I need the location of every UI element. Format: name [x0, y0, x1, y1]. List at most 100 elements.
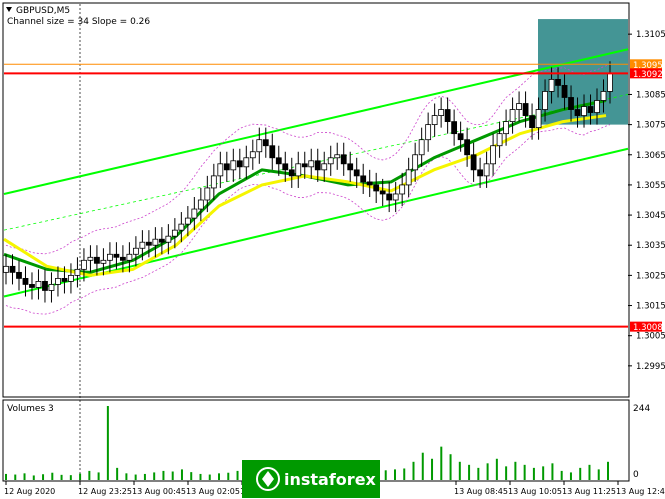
candle-bull: [87, 256, 94, 261]
candle-bull: [490, 145, 496, 165]
y-axis-tick-label: 1.3025: [636, 271, 665, 281]
candle-bull: [295, 163, 302, 177]
x-axis-tick-label: 12 Aug 2020: [4, 487, 55, 496]
candle-bear: [477, 169, 484, 177]
candle-bear: [94, 256, 100, 264]
y-axis-tick-label: 1.3105: [636, 30, 665, 40]
candle-bear: [282, 163, 289, 171]
candle-bull: [399, 184, 406, 195]
candle-bull: [594, 100, 600, 113]
candle-bear: [568, 97, 574, 110]
candle-bull: [35, 281, 42, 288]
candle-bull: [334, 154, 341, 159]
candle-bull: [139, 241, 146, 249]
candle-bear: [347, 163, 354, 171]
volume-ymax-label: 244: [633, 404, 650, 414]
price-tag-label: 1.3092: [633, 70, 663, 80]
candle-bear: [22, 277, 29, 285]
candle-bull: [217, 163, 224, 177]
candle-bear: [574, 109, 581, 116]
candle-bear: [373, 184, 380, 192]
candle-bull: [431, 115, 438, 126]
price-tag-label: 1.3095: [633, 61, 663, 71]
candle-bull: [256, 139, 263, 153]
candle-bear: [236, 160, 243, 168]
candle-bull: [405, 169, 412, 186]
candle-bull: [483, 163, 490, 177]
candle-bull: [581, 106, 587, 116]
x-axis-tick-label: 13 Aug 08:45: [454, 487, 508, 496]
candle-bull: [107, 253, 113, 261]
candle-bear: [61, 277, 68, 282]
candle-bull: [535, 109, 542, 129]
y-axis-tick-label: 1.2995: [636, 362, 665, 372]
instaforex-logo-icon: [256, 467, 280, 491]
bollinger-upper-line: [5, 63, 611, 255]
candle-bear: [353, 169, 360, 177]
candle-bear: [113, 253, 120, 258]
candle-bear: [561, 85, 568, 98]
candle-bear: [360, 175, 367, 183]
candle-bull: [496, 133, 503, 147]
candle-bear: [145, 241, 152, 246]
candle-bull: [152, 238, 159, 246]
candle-bear: [379, 190, 386, 195]
candle-bull: [81, 259, 87, 270]
candle-bull: [509, 109, 516, 122]
candle-bear: [457, 133, 464, 141]
price-tag: [630, 321, 662, 332]
watermark-text: instaforex: [284, 470, 377, 489]
candle-bull: [243, 157, 250, 168]
candle-bull: [165, 235, 172, 243]
candle-bear: [223, 163, 230, 171]
candle-bull: [542, 91, 548, 110]
candle-bear: [470, 154, 477, 171]
candle-bull: [600, 91, 607, 101]
x-axis-tick-label: 13 Aug 11:25: [562, 487, 616, 496]
candle-bear: [444, 109, 451, 122]
y-axis-tick-label: 1.3065: [636, 151, 665, 161]
candle-bull: [197, 199, 204, 210]
candle-bear: [42, 281, 48, 291]
candle-bear: [587, 106, 594, 113]
volume-label: Volumes 3: [7, 404, 54, 414]
candle-bull: [230, 160, 237, 171]
candle-bull: [249, 151, 256, 159]
candle-bear: [464, 139, 471, 156]
candle-bull: [503, 121, 509, 135]
candle-bear: [386, 193, 393, 201]
candle-bull: [418, 139, 425, 156]
candle-bear: [314, 160, 321, 171]
candle-bull: [55, 277, 61, 285]
candle-bull: [171, 229, 178, 237]
candle-bull: [100, 259, 107, 264]
y-axis-tick-label: 1.3005: [636, 332, 665, 342]
symbol-title: GBPUSD,M5: [16, 6, 70, 16]
candle-bear: [29, 284, 35, 288]
candle-bear: [16, 271, 22, 279]
candle-bull: [438, 109, 445, 116]
candle-bull: [48, 284, 55, 291]
symbol-dropdown-icon[interactable]: [6, 7, 12, 12]
candle-bear: [555, 78, 561, 86]
candle-bull: [548, 78, 555, 92]
candle-bear: [158, 238, 165, 243]
price-tag: [630, 68, 662, 79]
y-axis-tick-label: 1.3045: [636, 211, 665, 221]
y-axis-tick-label: 1.3035: [636, 241, 665, 251]
x-axis-tick-label: 13 Aug 00:45: [132, 487, 186, 496]
price-panel-frame: [2, 2, 630, 398]
candle-bear: [340, 154, 347, 165]
y-axis-tick-label: 1.3015: [636, 302, 665, 312]
x-axis-tick-label: 12 Aug 23:25: [78, 487, 132, 496]
y-axis-tick-label: 1.3085: [636, 90, 665, 100]
candle-bull: [321, 163, 328, 171]
candle-bull: [412, 154, 419, 171]
candle-bull: [126, 253, 133, 261]
candle-bear: [529, 115, 535, 129]
candle-bear: [269, 145, 276, 159]
candle-bull: [132, 247, 139, 255]
price-tag: [630, 59, 662, 70]
moving-average-green: [3, 99, 607, 274]
x-axis-tick-label: 13 Aug 10:05: [508, 487, 562, 496]
